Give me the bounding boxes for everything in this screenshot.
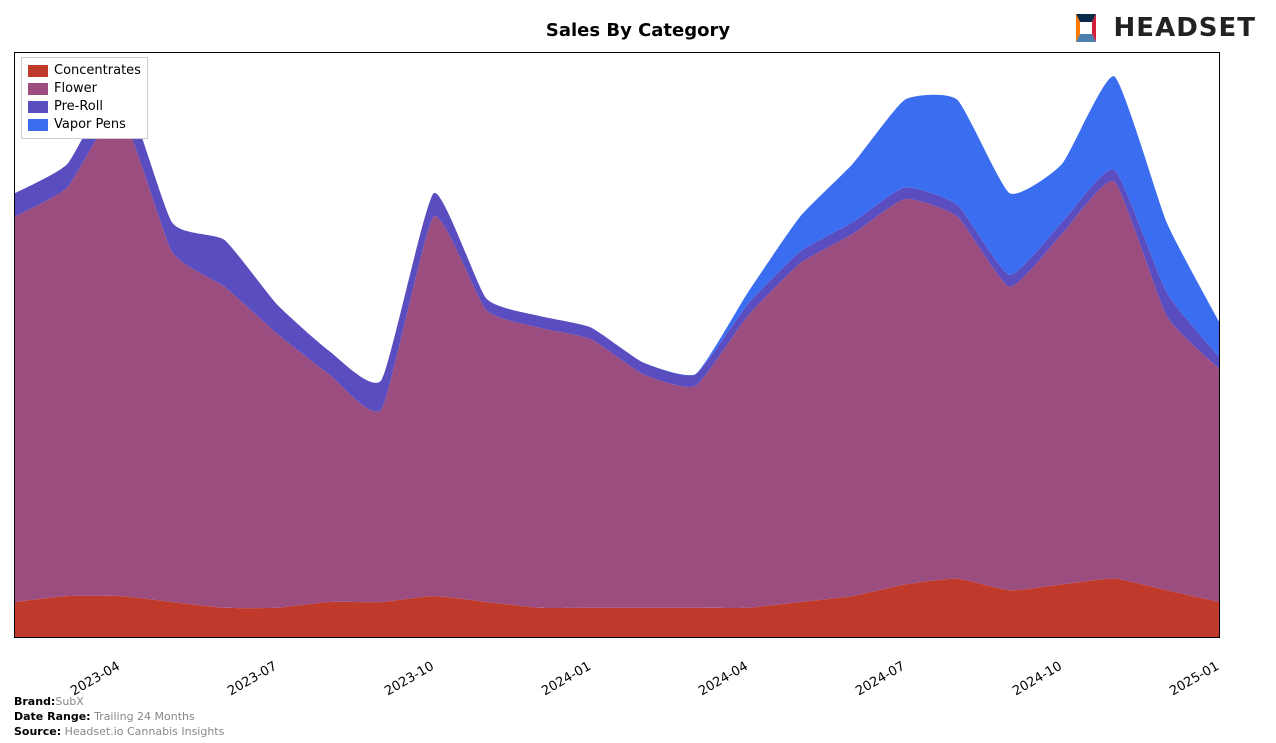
- legend-label: Concentrates: [54, 62, 141, 80]
- legend-item: Pre-Roll: [28, 98, 141, 116]
- chart-metadata: Brand:SubX Date Range: Trailing 24 Month…: [14, 694, 224, 739]
- chart-title: Sales By Category: [0, 20, 1276, 41]
- legend-item: Vapor Pens: [28, 116, 141, 134]
- legend-item: Concentrates: [28, 62, 141, 80]
- legend-swatch: [28, 119, 48, 131]
- x-tick-label: 2024-07: [853, 659, 908, 699]
- legend-item: Flower: [28, 80, 141, 98]
- x-axis-labels: 2023-042023-072023-102024-012024-042024-…: [14, 642, 1218, 702]
- x-tick-label: 2024-10: [1010, 659, 1065, 699]
- legend-label: Vapor Pens: [54, 116, 126, 134]
- meta-source: Source: Headset.io Cannabis Insights: [14, 724, 224, 739]
- legend: ConcentratesFlowerPre-RollVapor Pens: [21, 57, 148, 139]
- legend-label: Flower: [54, 80, 97, 98]
- x-tick-label: 2023-10: [382, 659, 437, 699]
- x-tick-label: 2023-07: [225, 659, 280, 699]
- x-tick-label: 2024-01: [539, 659, 594, 699]
- legend-swatch: [28, 83, 48, 95]
- x-tick-label: 2024-04: [696, 659, 751, 699]
- legend-swatch: [28, 65, 48, 77]
- meta-brand: Brand:SubX: [14, 694, 224, 709]
- legend-swatch: [28, 101, 48, 113]
- area-series: [15, 53, 1219, 637]
- x-tick-label: 2025-01: [1167, 659, 1222, 699]
- legend-label: Pre-Roll: [54, 98, 103, 116]
- chart-plot-area: ConcentratesFlowerPre-RollVapor Pens: [14, 52, 1220, 638]
- meta-date-range: Date Range: Trailing 24 Months: [14, 709, 224, 724]
